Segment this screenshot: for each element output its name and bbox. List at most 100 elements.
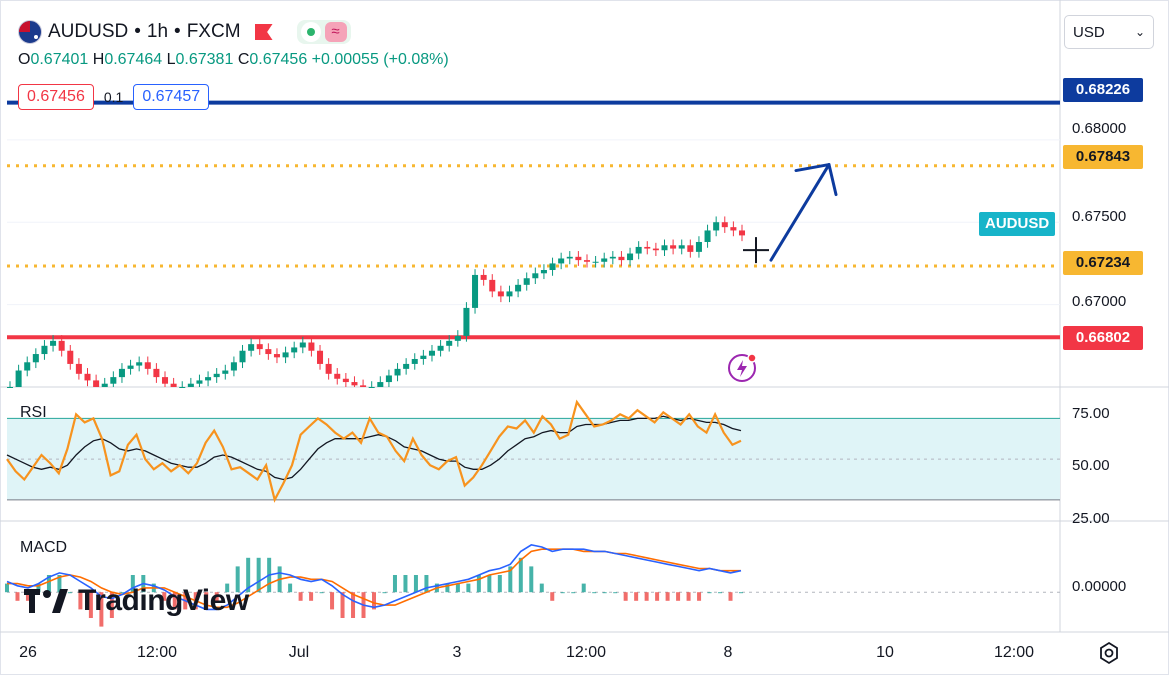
macd-histogram-bar — [529, 566, 534, 593]
interval-label[interactable]: 1h — [146, 21, 169, 42]
candle-body — [32, 354, 39, 363]
candle-body — [368, 387, 375, 388]
macd-histogram-bar — [718, 592, 723, 594]
candle-body — [678, 245, 685, 249]
candle-body — [93, 380, 100, 387]
candle-body — [592, 261, 599, 263]
candle-body — [75, 363, 82, 374]
candle-body — [566, 256, 573, 259]
level-tag-resistance: 0.68226 — [1063, 78, 1143, 102]
macd-histogram-bar — [728, 592, 733, 601]
candle-body — [472, 274, 479, 308]
candle-body — [67, 350, 74, 364]
candle-body — [248, 344, 255, 351]
candle-body — [265, 349, 272, 355]
forecast-arrow-line — [769, 163, 831, 262]
candle-body — [110, 377, 117, 384]
candle-body — [205, 377, 212, 381]
macd-histogram-bar — [319, 592, 324, 594]
candle-body — [127, 365, 134, 369]
macd-histogram-bar — [550, 592, 555, 601]
flag-marker-icon[interactable] — [254, 24, 273, 40]
candle-body — [687, 245, 694, 252]
macd-histogram-bar — [424, 575, 429, 593]
macd-histogram-bar — [686, 592, 691, 601]
candle-body — [583, 260, 591, 262]
candle-body — [118, 368, 125, 378]
candle-body — [153, 368, 160, 378]
candle-body — [222, 370, 229, 374]
macd-histogram-bar — [560, 592, 565, 594]
candle-body — [497, 291, 504, 297]
candle-body — [403, 363, 410, 369]
macd-histogram-bar — [330, 592, 335, 610]
settings-icon[interactable] — [1097, 641, 1121, 665]
candle-body — [342, 378, 349, 383]
candle-body — [446, 340, 453, 346]
rsi-ma-line — [6, 415, 742, 481]
macd-histogram-bar — [99, 592, 104, 627]
candle-body — [721, 222, 728, 228]
macd-histogram-bar — [739, 592, 743, 594]
macd-histogram-bar — [592, 592, 597, 594]
flash-news-icon[interactable] — [727, 353, 757, 383]
candle-body — [308, 342, 315, 351]
sell-button[interactable]: 0.67456 — [18, 84, 94, 110]
candle-body — [454, 335, 461, 341]
chevron-down-icon: ⌄ — [1134, 25, 1145, 39]
candle-body — [256, 344, 263, 350]
currency-select[interactable]: USD ⌄ — [1064, 15, 1154, 49]
macd-histogram-bar — [676, 592, 681, 601]
candle-body — [41, 345, 48, 355]
macd-histogram-bar — [25, 592, 30, 601]
market-status-pill[interactable]: ≈ — [296, 20, 351, 44]
macd-histogram-bar — [707, 592, 712, 594]
candle-body — [661, 245, 668, 251]
candle-body — [24, 362, 31, 371]
y-tick-label: 0.67000 — [1072, 293, 1127, 310]
symbol-header[interactable]: AUDUSD • 1h • FXCM ≈ — [18, 18, 351, 46]
tradingview-logo[interactable]: TradingView — [24, 584, 249, 618]
macd-histogram-bar — [15, 592, 20, 601]
candle-body — [50, 340, 57, 346]
quote-panel: 0.67456 0.1 0.67457 — [18, 84, 210, 110]
candle-body — [170, 383, 177, 387]
level-tag-support: 0.66802 — [1063, 326, 1143, 350]
buy-button[interactable]: 0.67457 — [133, 84, 210, 110]
macd-histogram-bar — [634, 592, 639, 601]
macd-histogram-bar — [57, 575, 62, 593]
macd-histogram-bar — [413, 575, 418, 593]
macd-histogram-bar — [571, 592, 576, 594]
candle-body — [196, 380, 203, 384]
rsi-tick-label: 75.00 — [1072, 405, 1110, 422]
wave-indicator-icon: ≈ — [324, 22, 347, 42]
x-tick-label: 12:00 — [565, 644, 607, 661]
candle-body — [489, 279, 496, 292]
x-tick-label: 26 — [19, 644, 37, 661]
candle-body — [411, 358, 418, 364]
x-tick-label: Jul — [288, 644, 310, 661]
macd-histogram-bar — [88, 592, 93, 618]
candle-body — [540, 270, 547, 274]
candle-body — [58, 340, 65, 351]
macd-histogram-bar — [235, 566, 240, 593]
macd-histogram-bar — [497, 575, 502, 593]
low-label: L — [166, 51, 176, 68]
rsi-pane-label[interactable]: RSI — [20, 404, 47, 421]
candle-body — [179, 387, 186, 388]
symbol-name[interactable]: AUDUSD — [48, 21, 129, 42]
macd-histogram-bar — [518, 557, 523, 593]
x-tick-label: 12:00 — [136, 644, 178, 661]
level-tag-target: 0.67843 — [1063, 145, 1143, 169]
macd-histogram-bar — [204, 592, 209, 610]
candle-body — [273, 354, 280, 358]
candle-body — [187, 383, 194, 387]
symbol-price-tag: AUDUSD — [979, 212, 1056, 236]
candle-body — [136, 362, 143, 366]
source-label: FXCM — [186, 21, 241, 42]
candle-body — [161, 377, 169, 384]
x-tick-label: 3 — [452, 644, 462, 661]
candle-body — [558, 258, 565, 264]
macd-pane-label[interactable]: MACD — [20, 539, 68, 556]
